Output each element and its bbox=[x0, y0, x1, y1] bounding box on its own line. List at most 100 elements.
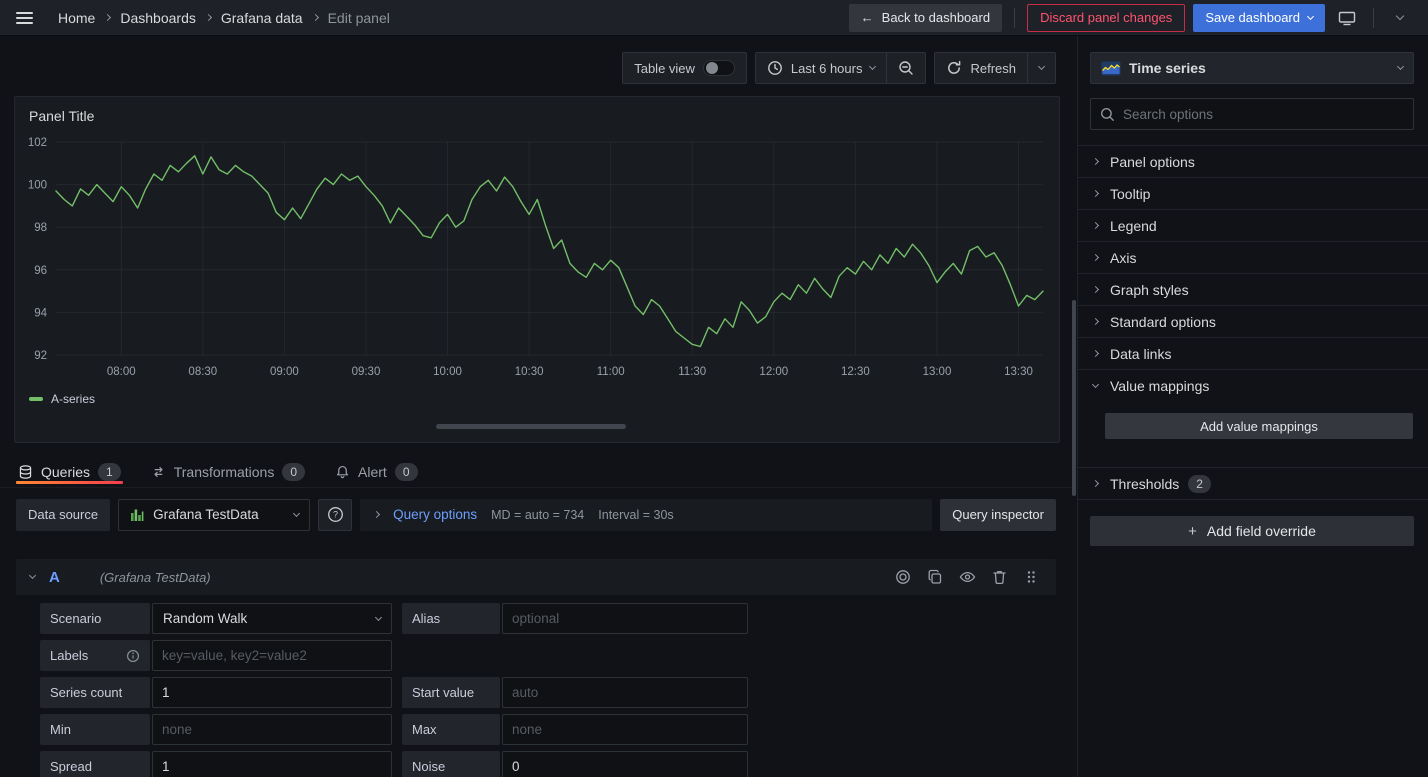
chart-legend[interactable]: A-series bbox=[29, 392, 1059, 406]
refresh-interval-picker[interactable] bbox=[1027, 53, 1055, 83]
options-section-axis[interactable]: Axis bbox=[1078, 242, 1428, 273]
svg-text:102: 102 bbox=[28, 137, 47, 149]
query-actions bbox=[892, 566, 1042, 588]
svg-text:96: 96 bbox=[34, 265, 47, 277]
tab-transformations[interactable]: Transformations 0 bbox=[149, 450, 307, 487]
datasource-row: Data source Grafana TestData ? Query opt… bbox=[16, 498, 1056, 531]
drag-handle[interactable] bbox=[1020, 566, 1042, 588]
search-options-input[interactable] bbox=[1123, 106, 1404, 122]
table-view-group: Table view bbox=[622, 52, 747, 84]
noise-input[interactable] bbox=[502, 751, 748, 777]
table-view-toggle[interactable] bbox=[702, 60, 735, 76]
breadcrumb-home[interactable]: Home bbox=[58, 9, 96, 26]
tab-count-badge: 1 bbox=[98, 462, 121, 481]
max-input[interactable] bbox=[502, 714, 748, 745]
query-inspector-button[interactable]: Query inspector bbox=[940, 498, 1056, 531]
svg-text:09:30: 09:30 bbox=[352, 366, 381, 378]
chevron-down-icon[interactable] bbox=[28, 571, 37, 580]
tab-alert[interactable]: Alert 0 bbox=[333, 450, 419, 487]
chevron-right-icon bbox=[1091, 317, 1100, 326]
hide-query-button[interactable] bbox=[956, 566, 978, 588]
vertical-scrollbar[interactable] bbox=[1072, 300, 1076, 496]
breadcrumb-edit-panel: Edit panel bbox=[327, 9, 390, 26]
refresh-icon bbox=[948, 60, 961, 74]
panel-preview[interactable]: Panel Title 102 100 98 96 94 92 08:00 08:30 09:0… bbox=[14, 96, 1060, 443]
topnav-collapse-button[interactable] bbox=[1386, 4, 1414, 32]
info-icon bbox=[127, 649, 139, 662]
chevron-down-icon bbox=[869, 62, 877, 71]
panel-title: Panel Title bbox=[29, 108, 95, 124]
pane-splitter[interactable] bbox=[1072, 36, 1077, 777]
options-sections: Panel options Tooltip Legend Axis Graph styl… bbox=[1078, 145, 1428, 500]
options-section-value-mappings[interactable]: Value mappings bbox=[1078, 370, 1428, 401]
scenario-select[interactable]: Random Walk bbox=[152, 603, 392, 634]
tv-mode-button[interactable] bbox=[1333, 4, 1361, 32]
breadcrumb-dashboards[interactable]: Dashboards bbox=[120, 9, 196, 26]
svg-text:10:00: 10:00 bbox=[433, 366, 462, 378]
divider bbox=[1373, 7, 1374, 28]
options-section-label: Value mappings bbox=[1110, 377, 1210, 394]
chevron-right-icon bbox=[1091, 221, 1100, 230]
svg-text:11:30: 11:30 bbox=[678, 366, 706, 378]
options-section-label: Legend bbox=[1110, 217, 1157, 234]
chevron-right-icon bbox=[204, 13, 212, 22]
datasource-picker[interactable]: Grafana TestData bbox=[118, 498, 311, 531]
svg-text:10:30: 10:30 bbox=[515, 366, 544, 378]
query-disable-button[interactable] bbox=[892, 566, 914, 588]
query-options-toggle[interactable]: Query options bbox=[393, 507, 478, 522]
visualization-picker[interactable]: Time series bbox=[1090, 52, 1414, 84]
remove-query-button[interactable] bbox=[988, 566, 1010, 588]
svg-text:08:00: 08:00 bbox=[107, 366, 136, 378]
trash-icon bbox=[992, 570, 1006, 585]
options-section-panel-options[interactable]: Panel options bbox=[1078, 146, 1428, 177]
options-section-standard-options[interactable]: Standard options bbox=[1078, 306, 1428, 337]
options-section-tooltip[interactable]: Tooltip bbox=[1078, 178, 1428, 209]
tab-queries[interactable]: Queries 1 bbox=[16, 450, 123, 487]
spread-input[interactable] bbox=[152, 751, 392, 777]
transform-icon bbox=[154, 466, 163, 477]
back-to-dashboard-button[interactable]: ← Back to dashboard bbox=[848, 3, 1003, 32]
zoom-out-button[interactable] bbox=[886, 53, 925, 83]
arrow-left-icon: ← bbox=[860, 10, 874, 25]
horizontal-scrollbar[interactable] bbox=[436, 424, 626, 429]
svg-text:?: ? bbox=[333, 510, 338, 520]
bell-icon bbox=[336, 465, 349, 478]
field-label: Spread bbox=[50, 759, 92, 774]
add-value-mappings-button[interactable]: Add value mappings bbox=[1105, 413, 1413, 439]
alias-input[interactable] bbox=[502, 603, 748, 634]
breadcrumb-dashboard-name[interactable]: Grafana data bbox=[220, 9, 303, 26]
field-label: Alias bbox=[412, 611, 441, 626]
labels-input[interactable] bbox=[152, 640, 392, 671]
discard-panel-changes-button[interactable]: Discard panel changes bbox=[1027, 3, 1186, 32]
breadcrumb: Home Dashboards Grafana data Edit panel bbox=[58, 10, 390, 26]
save-dashboard-button[interactable]: Save dashboard bbox=[1193, 3, 1325, 32]
time-series-chart[interactable]: 102 100 98 96 94 92 08:00 08:30 09:00 09:30 10:00 1… bbox=[15, 126, 1059, 390]
options-section-label: Panel options bbox=[1110, 153, 1195, 170]
datasource-label: Data source bbox=[16, 498, 111, 531]
options-section-data-links[interactable]: Data links bbox=[1078, 338, 1428, 369]
chevron-right-icon bbox=[311, 13, 319, 22]
start-value-input[interactable] bbox=[502, 677, 748, 708]
series-count-input[interactable] bbox=[152, 677, 392, 708]
datasource-help-button[interactable]: ? bbox=[318, 498, 353, 531]
query-editor-row: A (Grafana TestData) Scenario Random Walk… bbox=[16, 559, 1056, 777]
add-field-override-button[interactable]: + Add field override bbox=[1090, 516, 1414, 546]
min-input[interactable] bbox=[152, 714, 392, 745]
clock-icon bbox=[768, 61, 782, 75]
chevron-right-icon[interactable] bbox=[373, 510, 381, 519]
field-label: Min bbox=[50, 722, 71, 737]
options-section-graph-styles[interactable]: Graph styles bbox=[1078, 274, 1428, 305]
options-section-thresholds[interactable]: Thresholds 2 bbox=[1078, 468, 1428, 499]
table-view-label-wrap: Table view bbox=[623, 53, 746, 83]
tab-count-badge: 0 bbox=[394, 462, 418, 481]
series-color-marker bbox=[29, 397, 43, 401]
options-section-legend[interactable]: Legend bbox=[1078, 210, 1428, 241]
refresh-button[interactable]: Refresh bbox=[935, 53, 1027, 83]
query-header[interactable]: A (Grafana TestData) bbox=[16, 559, 1056, 595]
chevron-down-icon bbox=[374, 613, 383, 621]
duplicate-query-button[interactable] bbox=[924, 566, 946, 588]
time-range-picker[interactable]: Last 6 hours bbox=[756, 53, 887, 83]
menu-toggle-icon[interactable] bbox=[16, 6, 40, 30]
svg-text:12:00: 12:00 bbox=[759, 366, 788, 378]
